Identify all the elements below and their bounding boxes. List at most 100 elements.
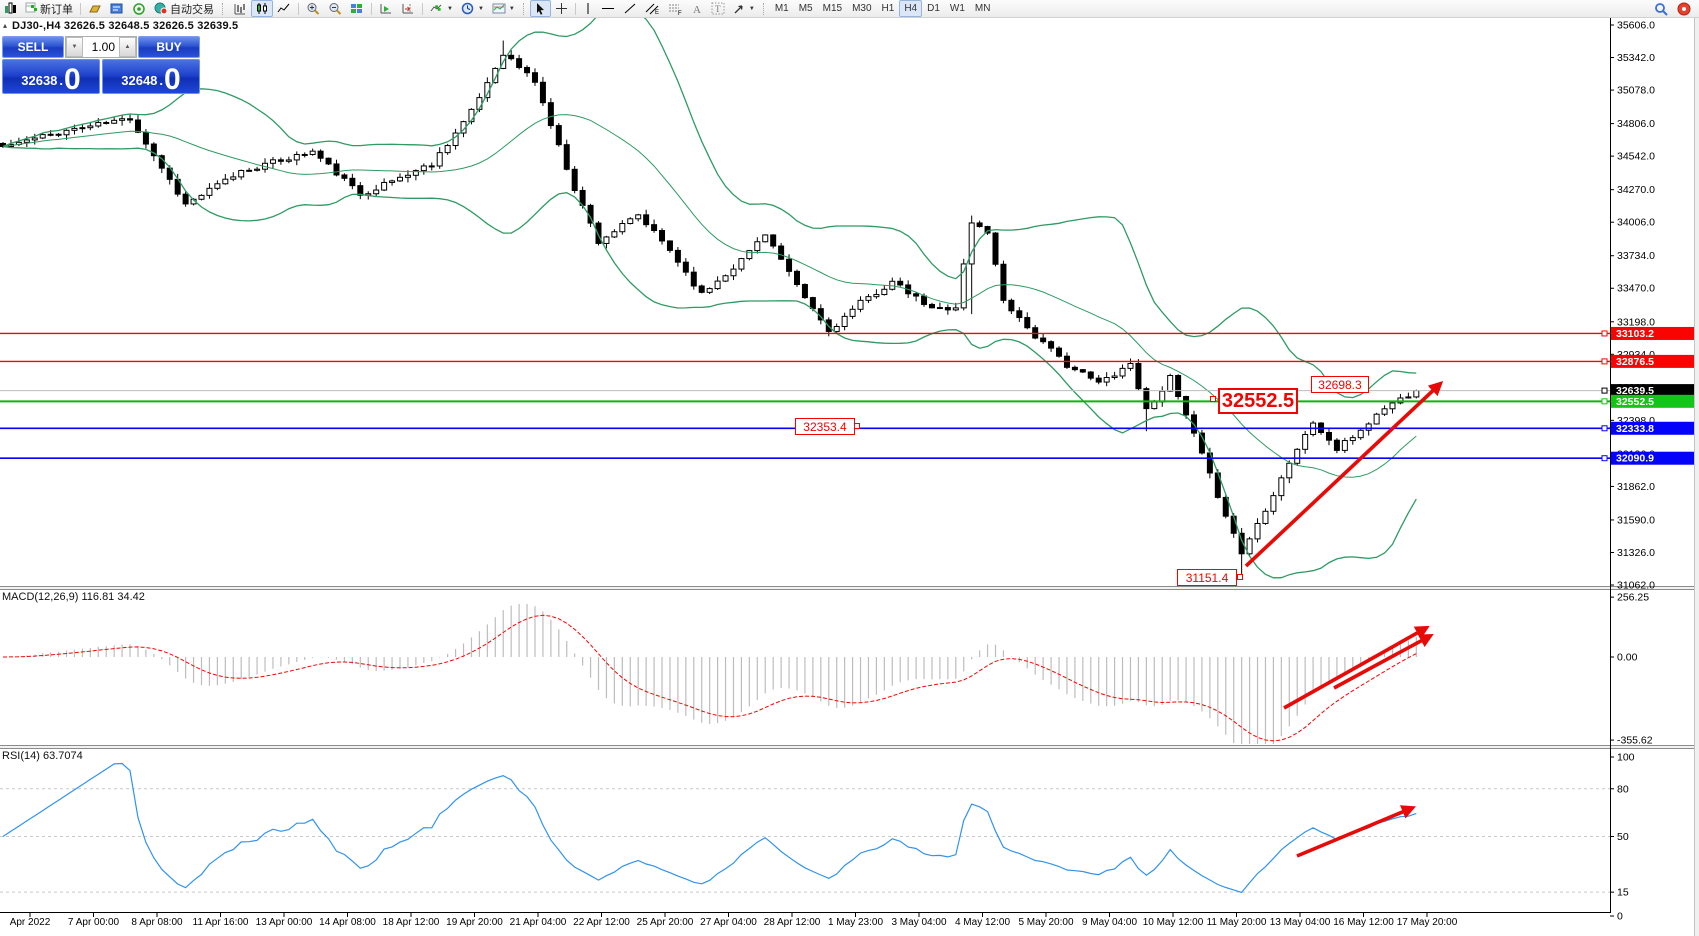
symbol-chart-button[interactable] [0, 0, 21, 17]
time-axis[interactable]: Apr 2022 7 Apr 00:00 8 Apr 08:00 11 Apr 16:… [0, 912, 1610, 929]
text-button[interactable]: A [687, 0, 707, 17]
toolbar-gripper [762, 2, 766, 15]
text-label-button[interactable]: T [707, 0, 729, 17]
candlestick-chart-button[interactable] [251, 0, 273, 17]
text-label-icon: T [711, 2, 725, 15]
timeframe-m15-button[interactable]: M15 [822, 3, 843, 14]
cursor-button[interactable] [529, 0, 551, 17]
notification-icon[interactable] [1676, 2, 1691, 16]
timeframe-d1-button[interactable]: D1 [927, 3, 940, 14]
toolbar-separator [371, 2, 372, 15]
horizontal-lines[interactable] [0, 332, 1610, 460]
svg-text:17 May 20:00: 17 May 20:00 [1397, 917, 1458, 928]
rsi-indicator-label: RSI(14) 63.7074 [2, 750, 83, 762]
zoom-out-button[interactable] [324, 0, 346, 17]
clock-icon [461, 2, 474, 15]
volume-stepper: ▼ 1.00 ▲ [65, 36, 137, 58]
svg-text:10 May 12:00: 10 May 12:00 [1143, 917, 1204, 928]
svg-text:33470.0: 33470.0 [1617, 283, 1655, 295]
line-chart-button[interactable] [273, 0, 295, 17]
toolbar-right [1654, 2, 1699, 16]
chart-shift-button[interactable] [397, 0, 419, 17]
buy-button[interactable]: BUY [138, 36, 200, 58]
panel-splitters[interactable] [0, 586, 1699, 749]
svg-text:5 May 20:00: 5 May 20:00 [1018, 917, 1073, 928]
svg-text:-355.62: -355.62 [1617, 735, 1653, 747]
search-icon[interactable] [1654, 2, 1669, 16]
market-watch-button[interactable] [106, 0, 128, 17]
one-click-trading-widget: SELL ▼ 1.00 ▲ BUY 32638 . 0 32648 . 0 [2, 36, 200, 94]
horizontal-line-button[interactable] [597, 0, 619, 17]
trendline-icon [624, 3, 636, 14]
svg-text:18 Apr 12:00: 18 Apr 12:00 [383, 917, 440, 928]
signals-button[interactable] [128, 0, 150, 17]
svg-text:Apr 2022: Apr 2022 [10, 917, 51, 928]
profiles-icon [89, 5, 101, 13]
candles-layer[interactable] [0, 40, 1420, 575]
svg-text:31062.0: 31062.0 [1617, 580, 1655, 592]
text-icon: A [693, 4, 701, 15]
arrows-tool-button[interactable]: ▼ [729, 0, 759, 17]
svg-text:32552.5: 32552.5 [1616, 396, 1654, 408]
macd-layer [2, 603, 1417, 744]
chevron-down-icon: ▼ [477, 5, 484, 12]
tile-windows-button[interactable] [346, 0, 368, 17]
periods-button[interactable]: ▼ [457, 0, 488, 17]
equidistant-channel-button[interactable]: E [641, 0, 664, 17]
volume-increase-button[interactable]: ▲ [119, 37, 136, 57]
window-collapse-icon[interactable]: ▴ [3, 21, 8, 30]
svg-text:T: T [715, 4, 721, 14]
timeframe-m1-button[interactable]: M1 [774, 3, 789, 14]
svg-text:0.00: 0.00 [1617, 652, 1638, 664]
svg-text:16 May 12:00: 16 May 12:00 [1333, 917, 1394, 928]
svg-text:31326.0: 31326.0 [1617, 547, 1655, 559]
svg-text:0: 0 [1617, 911, 1623, 923]
indicators-button[interactable]: ▼ [426, 0, 457, 17]
trend-arrows[interactable] [854, 381, 1444, 858]
vertical-line-button[interactable] [579, 0, 597, 17]
templates-button[interactable]: ▼ [488, 0, 519, 17]
buy-price-panel[interactable]: 32648 . 0 [102, 59, 200, 94]
timeframe-h1-button[interactable]: H1 [881, 3, 895, 14]
buy-price-dot: . [159, 73, 164, 88]
sell-price-panel[interactable]: 32638 . 0 [2, 59, 100, 94]
auto-trading-button[interactable]: 自动交易 [150, 0, 218, 17]
svg-text:28 Apr 12:00: 28 Apr 12:00 [764, 917, 821, 928]
volume-input[interactable]: 1.00 [91, 40, 115, 54]
svg-text:3 May 04:00: 3 May 04:00 [891, 917, 946, 928]
toolbar-separator [422, 2, 423, 15]
fibonacci-button[interactable]: F [664, 0, 687, 17]
price-axis[interactable]: 35606.0 35342.0 35078.0 34806.0 34542.0 34270… [1610, 17, 1655, 923]
auto-trading-label: 自动交易 [170, 3, 214, 16]
profiles-button[interactable] [84, 0, 106, 17]
timeframe-h4-button[interactable]: H4 [899, 0, 923, 17]
sell-button[interactable]: SELL [2, 36, 64, 58]
rsi-layer [0, 762, 1610, 894]
new-order-button[interactable]: 新订单 [21, 0, 77, 17]
toolbar-separator [574, 2, 576, 15]
market-watch-icon [110, 3, 123, 14]
svg-text:4 May 12:00: 4 May 12:00 [955, 917, 1010, 928]
crosshair-button[interactable] [551, 0, 572, 17]
timeframe-m5-button[interactable]: M5 [798, 3, 813, 14]
vertical-line-icon [587, 3, 589, 14]
svg-text:19 Apr 20:00: 19 Apr 20:00 [446, 917, 503, 928]
svg-text:31862.0: 31862.0 [1617, 481, 1655, 493]
svg-text:34806.0: 34806.0 [1617, 118, 1655, 130]
timeframe-mn-button[interactable]: MN [974, 3, 991, 14]
zoom-in-button[interactable] [302, 0, 324, 17]
volume-decrease-button[interactable]: ▼ [66, 37, 83, 57]
candlestick-chart-icon [257, 3, 267, 14]
svg-text:25 Apr 20:00: 25 Apr 20:00 [637, 917, 694, 928]
bar-chart-button[interactable] [229, 0, 251, 17]
timeframe-m30-button[interactable]: M30 [852, 3, 872, 14]
svg-text:35342.0: 35342.0 [1617, 52, 1655, 64]
auto-scroll-button[interactable] [375, 0, 397, 17]
svg-text:21 Apr 04:00: 21 Apr 04:00 [510, 917, 567, 928]
timeframe-w1-button[interactable]: W1 [949, 3, 965, 14]
svg-text:32090.9: 32090.9 [1616, 453, 1654, 465]
auto-scroll-icon [380, 4, 391, 14]
trendline-button[interactable] [619, 0, 641, 17]
